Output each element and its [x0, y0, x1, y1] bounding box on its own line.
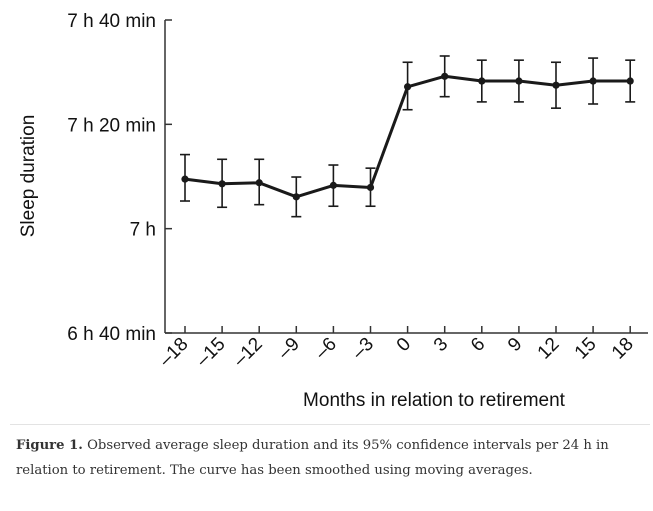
- x-tick-label: 0: [393, 334, 415, 356]
- caption-label: Figure 1.: [16, 438, 83, 453]
- data-point: [366, 183, 375, 192]
- y-tick-label: 6 h 40 min: [67, 324, 156, 345]
- data-point: [255, 179, 263, 187]
- caption-text: Observed average sleep duration and its …: [16, 438, 609, 478]
- x-tick-label: –3: [348, 334, 378, 364]
- x-axis-title: Months in relation to retirement: [303, 390, 566, 411]
- data-point: [292, 193, 300, 201]
- x-tick-label: 18: [608, 334, 638, 364]
- x-tick-label: –18: [155, 334, 192, 371]
- chart-marks: [180, 55, 636, 218]
- x-tick-label: 12: [534, 334, 564, 364]
- data-point: [329, 181, 337, 189]
- data-point: [478, 77, 486, 85]
- caption-divider: [10, 424, 650, 425]
- data-point: [181, 175, 189, 183]
- data-point: [404, 83, 412, 91]
- data-point: [441, 72, 449, 80]
- data-point: [552, 81, 560, 89]
- data-point: [515, 77, 523, 85]
- x-tick-label: –9: [274, 334, 304, 364]
- x-tick-label: –15: [192, 334, 229, 371]
- data-point: [218, 180, 226, 188]
- y-tick-label: 7 h 40 min: [67, 11, 156, 32]
- x-tick-label: 9: [504, 334, 526, 356]
- y-tick-label: 7 h 20 min: [67, 115, 156, 136]
- data-point: [626, 77, 634, 85]
- y-axis-title: Sleep duration: [18, 115, 39, 238]
- x-tick-label: 3: [430, 334, 452, 356]
- x-tick-label: –12: [229, 334, 266, 371]
- y-tick-label: 7 h: [130, 220, 156, 241]
- x-tick-label: 6: [467, 334, 489, 356]
- x-tick-label: –6: [311, 334, 341, 364]
- figure-caption: Figure 1. Observed average sleep duratio…: [16, 433, 646, 483]
- data-point: [589, 77, 597, 85]
- x-tick-label: 15: [571, 334, 601, 364]
